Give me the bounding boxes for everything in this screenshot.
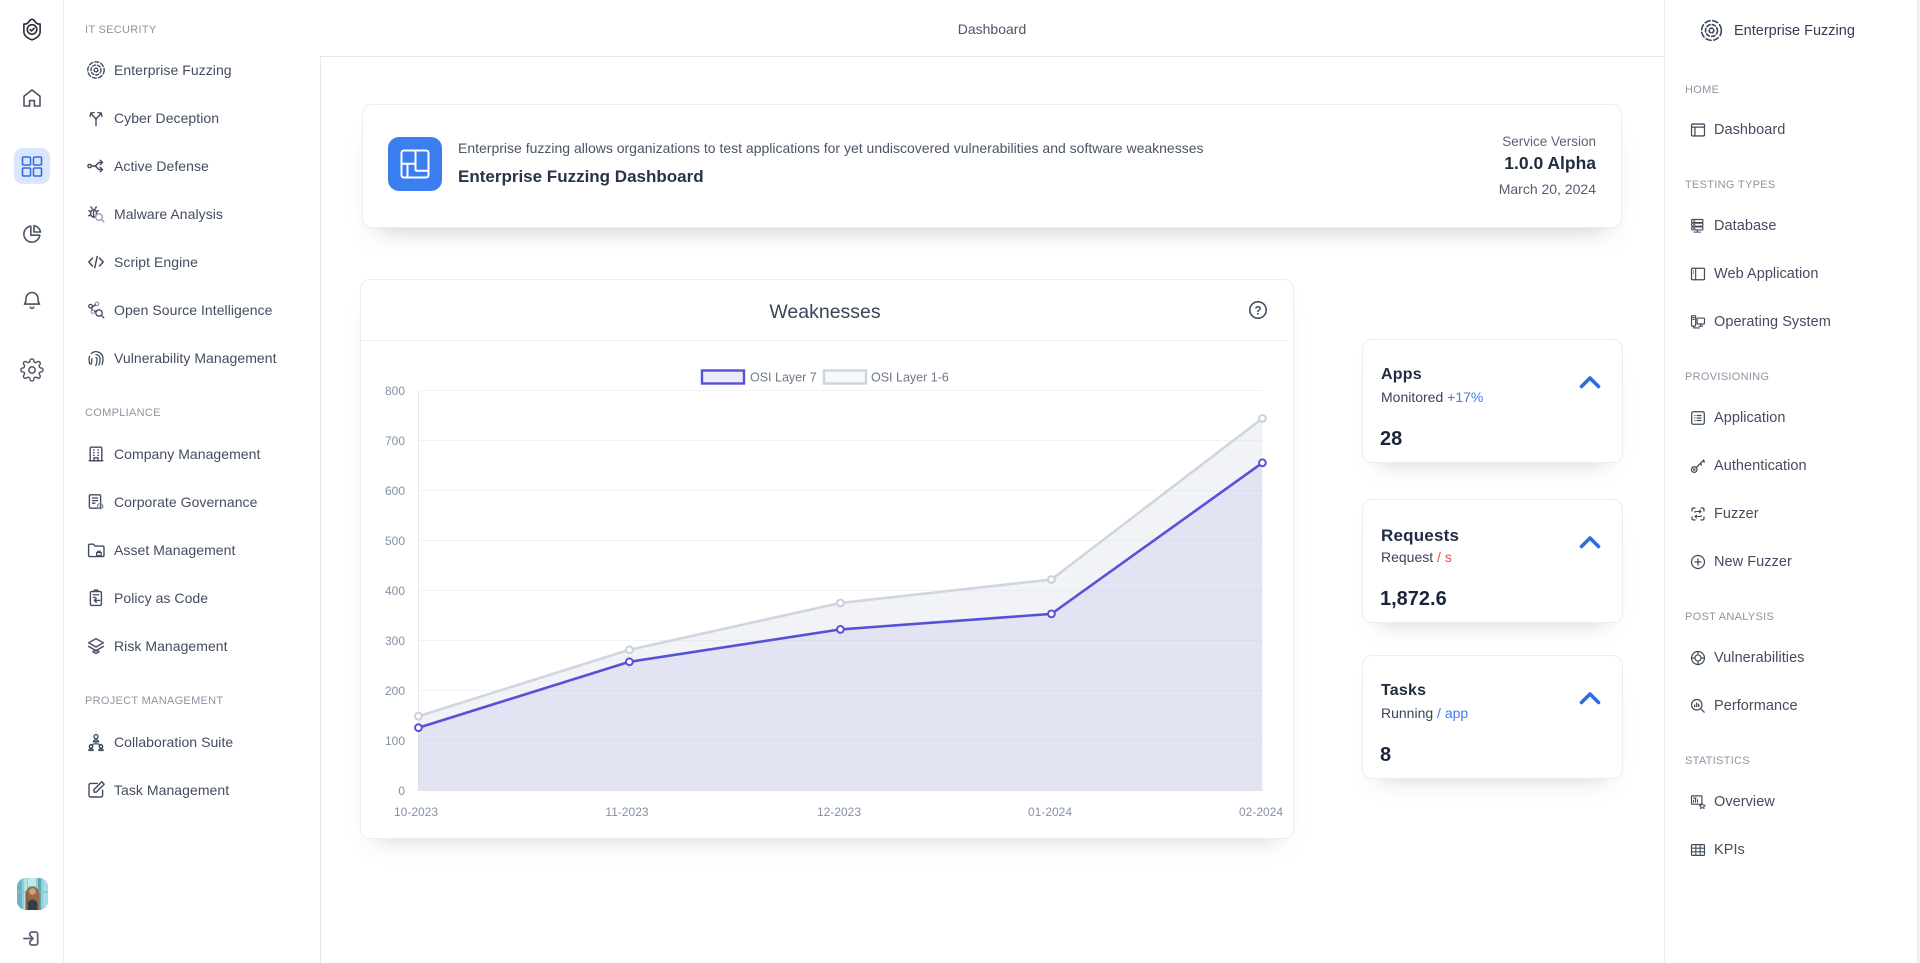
svg-text:?: ? bbox=[1254, 306, 1261, 318]
svg-text:Weaknesses: Weaknesses bbox=[769, 301, 881, 323]
svg-text:01-2024: 01-2024 bbox=[1028, 805, 1072, 819]
svg-text:500: 500 bbox=[385, 534, 405, 548]
svg-text:700: 700 bbox=[385, 434, 405, 448]
svg-text:600: 600 bbox=[385, 484, 405, 498]
svg-text:11-2023: 11-2023 bbox=[605, 805, 648, 819]
svg-text:0: 0 bbox=[398, 784, 405, 798]
svg-text:200: 200 bbox=[385, 684, 405, 698]
svg-text:100: 100 bbox=[385, 734, 405, 748]
svg-text:300: 300 bbox=[385, 634, 405, 648]
svg-text:800: 800 bbox=[385, 384, 405, 398]
svg-text:OSI Layer 7: OSI Layer 7 bbox=[750, 371, 817, 385]
svg-text:400: 400 bbox=[385, 584, 405, 598]
svg-text:12-2023: 12-2023 bbox=[817, 805, 861, 819]
svg-text:02-2024: 02-2024 bbox=[1239, 805, 1283, 819]
svg-text:10-2023: 10-2023 bbox=[394, 805, 438, 819]
svg-text:OSI Layer 1-6: OSI Layer 1-6 bbox=[871, 371, 949, 385]
